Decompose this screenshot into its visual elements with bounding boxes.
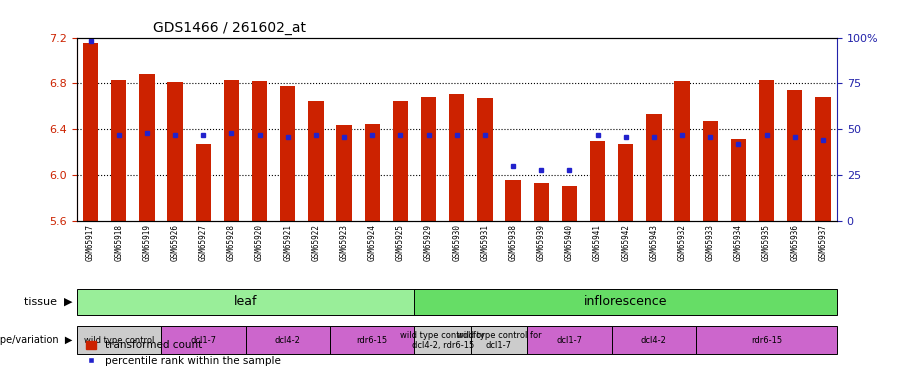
Bar (392, 100, 409, 221)
Text: GSM65930: GSM65930 (452, 224, 461, 261)
Text: wild type control for
dcl4-2, rdr6-15: wild type control for dcl4-2, rdr6-15 (400, 331, 485, 350)
Text: GSM65942: GSM65942 (621, 224, 630, 261)
Bar (364, 124, 380, 221)
Text: GSM65917: GSM65917 (86, 224, 95, 261)
Text: wild type control: wild type control (84, 336, 154, 345)
Text: GSM65935: GSM65935 (762, 224, 771, 261)
Bar (618, 144, 634, 221)
Text: GSM65932: GSM65932 (678, 224, 687, 261)
Text: GSM65938: GSM65938 (508, 224, 518, 261)
Text: GSM65929: GSM65929 (424, 224, 433, 261)
Bar (477, 98, 492, 221)
Bar (449, 94, 464, 221)
Bar (697, 326, 837, 354)
Bar (759, 80, 774, 221)
Text: dcl4-2: dcl4-2 (274, 336, 301, 345)
Text: GSM65926: GSM65926 (171, 224, 180, 261)
Text: GDS1466 / 261602_at: GDS1466 / 261602_at (153, 21, 306, 35)
Text: GSM65937: GSM65937 (818, 224, 827, 261)
Bar (167, 82, 183, 221)
Bar (83, 43, 98, 221)
Bar (674, 81, 689, 221)
Bar (161, 326, 246, 354)
Text: leaf: leaf (234, 296, 257, 308)
Text: GSM65933: GSM65933 (706, 224, 715, 261)
Text: GSM65925: GSM65925 (396, 224, 405, 261)
Bar (731, 138, 746, 221)
Text: GSM65931: GSM65931 (481, 224, 490, 261)
Bar (590, 141, 606, 221)
Text: genotype/variation  ▶: genotype/variation ▶ (0, 335, 72, 345)
Text: GSM65924: GSM65924 (368, 224, 377, 261)
Text: GSM65934: GSM65934 (734, 224, 742, 261)
Bar (421, 97, 436, 221)
Text: tissue  ▶: tissue ▶ (23, 297, 72, 307)
Text: dcl4-2: dcl4-2 (641, 336, 667, 345)
Bar (562, 186, 577, 221)
Bar (330, 326, 415, 354)
Text: GSM65940: GSM65940 (565, 224, 574, 261)
Text: GSM65922: GSM65922 (311, 224, 320, 261)
Bar (308, 100, 324, 221)
Bar (195, 144, 211, 221)
Bar (252, 81, 267, 221)
Text: wild type control for
dcl1-7: wild type control for dcl1-7 (456, 331, 541, 350)
Legend: transformed count, percentile rank within the sample: transformed count, percentile rank withi… (82, 336, 284, 370)
Bar (527, 326, 612, 354)
Bar (471, 326, 527, 354)
Bar (787, 90, 803, 221)
Bar (415, 289, 837, 315)
Bar (76, 289, 415, 315)
Bar (246, 326, 330, 354)
Bar (337, 125, 352, 221)
Text: GSM65941: GSM65941 (593, 224, 602, 261)
Text: GSM65928: GSM65928 (227, 224, 236, 261)
Bar (534, 183, 549, 221)
Bar (224, 80, 239, 221)
Text: GSM65918: GSM65918 (114, 224, 123, 261)
Bar (415, 326, 471, 354)
Text: rdr6-15: rdr6-15 (356, 336, 388, 345)
Bar (815, 97, 831, 221)
Text: rdr6-15: rdr6-15 (751, 336, 782, 345)
Text: GSM65921: GSM65921 (284, 224, 292, 261)
Text: GSM65936: GSM65936 (790, 224, 799, 261)
Text: GSM65919: GSM65919 (142, 224, 151, 261)
Bar (612, 326, 697, 354)
Text: GSM65943: GSM65943 (650, 224, 659, 261)
Bar (280, 86, 295, 221)
Bar (111, 80, 127, 221)
Text: GSM65939: GSM65939 (536, 224, 545, 261)
Text: GSM65923: GSM65923 (339, 224, 348, 261)
Bar (76, 326, 161, 354)
Bar (646, 114, 662, 221)
Text: dcl1-7: dcl1-7 (556, 336, 582, 345)
Bar (505, 180, 521, 221)
Text: dcl1-7: dcl1-7 (190, 336, 216, 345)
Text: inflorescence: inflorescence (584, 296, 668, 308)
Text: GSM65927: GSM65927 (199, 224, 208, 261)
Bar (703, 122, 718, 221)
Text: GSM65920: GSM65920 (255, 224, 264, 261)
Bar (140, 74, 155, 221)
